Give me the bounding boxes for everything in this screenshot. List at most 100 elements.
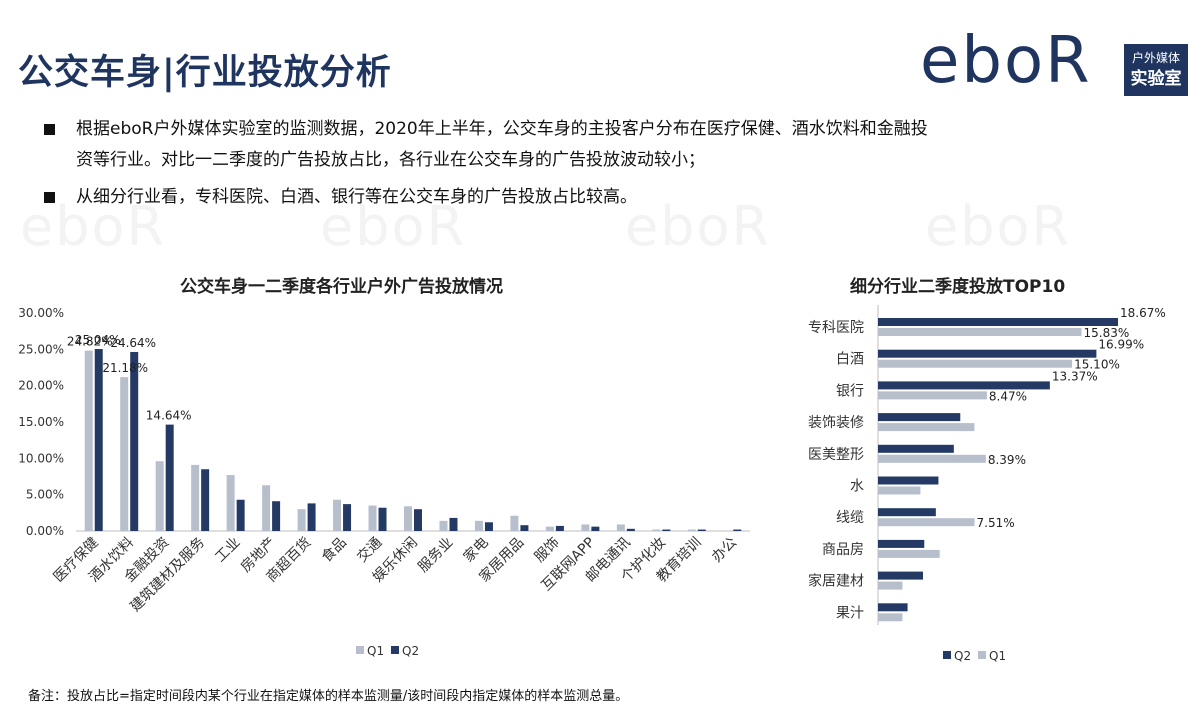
bar-q2	[878, 318, 1118, 326]
bar-q1	[687, 529, 696, 531]
bar-q1	[878, 454, 986, 463]
bar-q2	[236, 499, 245, 531]
bar-q2	[878, 571, 923, 580]
data-label: 18.67%	[1120, 306, 1166, 320]
bar-q1	[297, 509, 306, 531]
bar-q2	[626, 528, 635, 531]
bar-q1	[333, 499, 342, 531]
bar-q2	[878, 476, 939, 485]
legend-swatch-q2	[943, 651, 951, 659]
bar-q2	[94, 349, 103, 531]
bar-q2	[591, 526, 600, 531]
bar-q2	[662, 529, 671, 531]
bar-q1	[191, 464, 200, 531]
bar-q2	[165, 424, 174, 531]
bullet-item: 从细分行业看，专科医院、白酒、银行等在公交车身的广告投放占比较高。	[44, 182, 1144, 213]
bar-q1	[878, 328, 1082, 336]
data-label: 16.99%	[1098, 338, 1144, 352]
watermark: eboR	[20, 195, 167, 258]
legend-label-q1: Q1	[989, 649, 1006, 663]
watermark: eboR	[925, 195, 1072, 258]
bar-q2	[733, 529, 742, 531]
bar-q1	[510, 515, 519, 531]
legend-label-q2: Q2	[954, 649, 971, 663]
bar-q1	[878, 613, 903, 622]
data-label: 14.64%	[146, 409, 192, 423]
bar-q2	[201, 469, 210, 531]
bar-q1	[439, 520, 448, 531]
watermark: eboR	[320, 195, 467, 258]
bar-q2	[130, 351, 139, 531]
y-category-label: 家居建材	[808, 573, 864, 590]
y-category-label: 商品房	[822, 542, 864, 558]
legend-label-q1: Q1	[367, 644, 384, 658]
y-category-label: 银行	[836, 383, 864, 399]
watermark: eboR	[625, 195, 772, 258]
bar-q1	[84, 350, 93, 531]
industry-bar-chart: 0.00% 5.00% 10.00% 15.00% 20.00% 25.00% 30.00%…	[18, 306, 750, 658]
bar-q2	[878, 444, 954, 453]
chart-title-top10: 细分行业二季度投放TOP10	[850, 277, 1066, 297]
data-label: 15.83%	[1083, 326, 1129, 340]
logo-badge: 户外媒体 实验室	[1124, 44, 1188, 96]
bar-q1	[878, 423, 975, 432]
bar-q1	[581, 524, 590, 531]
y-tick-label: 0.00%	[26, 524, 64, 538]
data-label: 24.64%	[110, 336, 156, 350]
y-category-label: 专科医院	[808, 320, 864, 336]
bar-q1	[878, 518, 975, 527]
bar-q1	[120, 377, 129, 531]
page-title: 公交车身|行业投放分析	[18, 53, 392, 93]
data-label: 8.47%	[989, 389, 1027, 403]
x-category-label: 食品	[318, 534, 350, 566]
bar-q2	[378, 507, 387, 531]
bar-q2	[878, 508, 936, 517]
x-category-label: 工业	[212, 535, 243, 566]
bar-q2	[878, 381, 1050, 390]
data-label: 24.82%	[67, 335, 113, 349]
bar-q1	[262, 485, 271, 531]
bar-q2	[520, 525, 529, 531]
y-category-label: 水	[850, 479, 864, 495]
x-category-label: 交通	[354, 534, 386, 566]
y-category-label: 线缆	[836, 510, 864, 526]
logo-badge-line2: 实验室	[1130, 69, 1182, 89]
ebor-logo: eboR 户外媒体 实验室	[920, 26, 1190, 100]
y-tick-label: 15.00%	[18, 415, 64, 429]
legend-swatch-q1	[356, 646, 364, 654]
bar-q1	[616, 524, 625, 531]
y-tick-label: 20.00%	[18, 379, 64, 393]
y-tick-label: 5.00%	[26, 488, 64, 502]
bar-q1	[226, 475, 235, 531]
bar-q2	[484, 522, 493, 531]
x-category-label: 服饰	[532, 535, 563, 566]
bar-q1	[652, 529, 661, 531]
bullet-text-line: 根据eboR户外媒体实验室的监测数据，2020年上半年，公交车身的主投客户分布在…	[76, 119, 928, 139]
bullet-text-line: 资等行业。对比一二季度的广告投放占比，各行业在公交车身的广告投放波动较小；	[76, 150, 705, 170]
x-category-label: 服务业	[415, 535, 456, 576]
bullet-text-line: 从细分行业看，专科医院、白酒、银行等在公交车身的广告投放占比较高。	[76, 187, 637, 207]
x-category-label: 办公	[709, 535, 740, 566]
bar-q1	[545, 526, 554, 531]
bar-q1	[878, 391, 987, 400]
bar-q2	[307, 503, 316, 531]
bar-q1	[368, 505, 377, 531]
bar-q2	[555, 525, 564, 531]
bar-q2	[449, 517, 458, 531]
y-category-label: 装饰装修	[808, 415, 864, 431]
bar-q2	[272, 501, 281, 531]
bar-q2	[878, 349, 1097, 358]
bar-q2	[697, 529, 706, 531]
data-label: 13.37%	[1052, 369, 1098, 383]
bar-q2	[878, 603, 908, 612]
bullet-square-icon	[44, 192, 55, 203]
bullet-square-icon	[44, 124, 55, 135]
summary-bullets: 根据eboR户外媒体实验室的监测数据，2020年上半年，公交车身的主投客户分布在…	[44, 114, 1144, 213]
data-label: 15.10%	[1074, 358, 1120, 372]
y-category-label: 果汁	[836, 605, 864, 621]
legend-swatch-q2	[391, 646, 399, 654]
y-tick-label: 25.00%	[18, 342, 64, 356]
bar-q2	[878, 413, 961, 422]
bar-q1	[404, 506, 412, 531]
x-category-label: 家电	[460, 534, 492, 566]
